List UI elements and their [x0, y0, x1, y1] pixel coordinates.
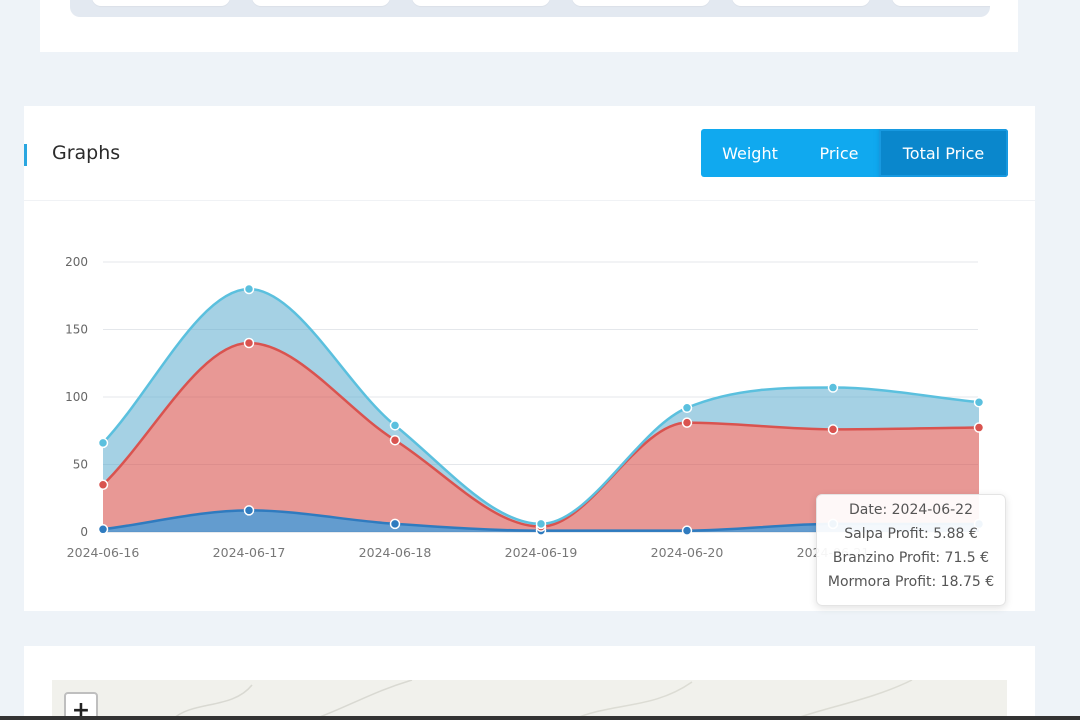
tooltip-mormora: Mormora Profit: 18.75 € — [827, 574, 995, 590]
summary-pill-bar — [70, 0, 990, 17]
y-tick-label: 100 — [65, 390, 88, 404]
summary-card — [40, 0, 1018, 52]
area-branzino-profit — [103, 343, 979, 531]
bottom-edge — [0, 716, 1080, 720]
point-mormora-profit — [389, 420, 401, 431]
point-salpa-profit — [243, 505, 255, 516]
point-branzino-profit — [973, 422, 985, 433]
point-mormora-profit — [535, 518, 547, 530]
point-mormora-profit — [243, 283, 255, 295]
x-tick-label: 2024-06-20 — [651, 545, 724, 560]
total-price-tab[interactable]: Total Price — [879, 129, 1008, 177]
summary-pill[interactable] — [92, 0, 230, 6]
tooltip-branzino: Branzino Profit: 71.5 € — [832, 550, 990, 566]
point-salpa-profit — [389, 518, 401, 530]
y-tick-label: 150 — [65, 323, 88, 337]
weight-tab[interactable]: Weight — [701, 129, 799, 177]
point-branzino-profit — [389, 434, 401, 446]
point-branzino-profit — [681, 417, 693, 428]
tooltip-date: Date: 2024-06-22 — [849, 502, 973, 518]
graphs-title: Graphs — [52, 142, 121, 164]
map-view[interactable]: + — [52, 680, 1007, 720]
point-mormora-profit — [681, 402, 693, 414]
y-tick-label: 50 — [73, 458, 88, 472]
graphs-header: Graphs Weight Price Total Price — [24, 106, 1035, 201]
point-branzino-profit — [243, 337, 255, 349]
summary-pill[interactable] — [572, 0, 710, 6]
y-tick-label: 200 — [65, 255, 88, 269]
area-salpa-profit — [103, 510, 979, 532]
point-mormora-profit — [97, 437, 109, 449]
graph-mode-toggle: Weight Price Total Price — [701, 129, 1008, 177]
area-mormora-profit — [103, 289, 979, 527]
point-mormora-profit — [827, 382, 839, 393]
y-tick-label: 0 — [80, 525, 88, 539]
title-accent-bar — [24, 144, 27, 166]
zoom-in-button[interactable]: + — [64, 692, 98, 720]
graphs-card: Graphs Weight Price Total Price 0 50 100 15… — [24, 106, 1035, 611]
price-tab[interactable]: Price — [799, 129, 879, 177]
chart-tooltip: Date: 2024-06-22 Salpa Profit: 5.88 € Br… — [816, 494, 1006, 606]
point-branzino-profit — [827, 424, 839, 435]
x-tick-label: 2024-06-16 — [67, 545, 140, 560]
point-mormora-profit — [973, 396, 985, 408]
tooltip-salpa: Salpa Profit: 5.88 € — [844, 526, 978, 542]
point-branzino-profit — [97, 479, 109, 490]
profit-chart-svg: 0 50 100 150 200 2024-06-16 2024-06-17 2024-06-… — [65, 255, 985, 560]
point-salpa-profit — [681, 525, 693, 536]
map-card: + — [24, 646, 1035, 720]
x-tick-label: 2024-06-18 — [359, 545, 432, 560]
map-terrain — [171, 680, 913, 720]
summary-pill[interactable] — [252, 0, 390, 6]
profit-chart: 0 50 100 150 200 2024-06-16 2024-06-17 2024-06-… — [24, 200, 1035, 611]
x-tick-label: 2024-06-19 — [505, 545, 578, 560]
point-salpa-profit — [97, 524, 109, 535]
summary-pill[interactable] — [892, 0, 990, 6]
summary-pill[interactable] — [732, 0, 870, 6]
summary-pill[interactable] — [412, 0, 550, 6]
x-tick-label: 2024-06-17 — [213, 545, 286, 560]
